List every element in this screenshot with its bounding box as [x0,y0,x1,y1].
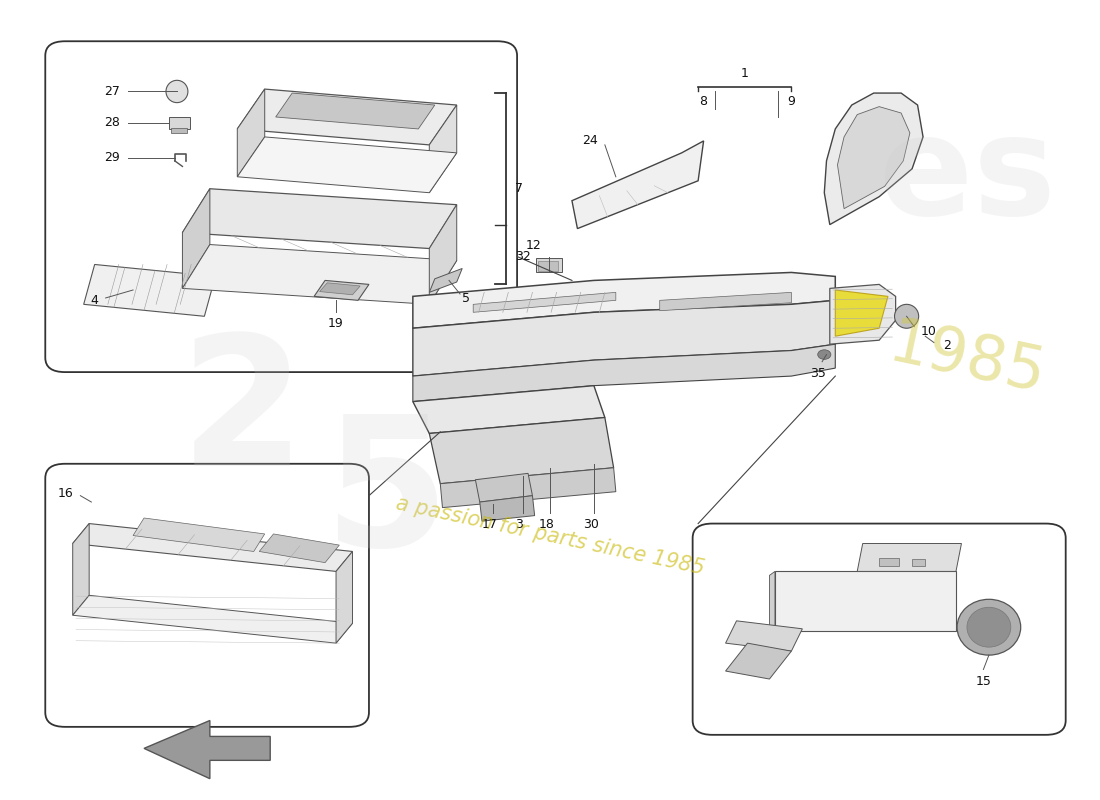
Polygon shape [133,518,265,551]
Polygon shape [429,205,456,304]
Text: 35: 35 [810,366,826,379]
Text: es: es [879,110,1055,244]
Polygon shape [412,386,605,434]
Bar [879,558,899,566]
Polygon shape [412,273,835,328]
Polygon shape [475,474,532,502]
Text: 4: 4 [90,294,98,307]
Ellipse shape [166,80,188,102]
Polygon shape [774,571,956,631]
Ellipse shape [894,304,918,328]
Text: 1985: 1985 [883,314,1050,406]
Polygon shape [183,189,456,249]
Polygon shape [726,621,802,651]
Polygon shape [238,89,265,177]
Polygon shape [336,551,352,643]
Polygon shape [412,344,835,402]
Text: 5: 5 [322,408,448,584]
Text: 7: 7 [515,182,522,195]
Text: 15: 15 [976,675,991,688]
Text: 24: 24 [583,134,598,146]
Polygon shape [73,523,352,571]
Bar [538,262,558,271]
Text: 10: 10 [921,325,937,338]
Polygon shape [412,300,835,376]
Text: 3: 3 [515,518,524,531]
Polygon shape [315,281,368,300]
Polygon shape [320,283,360,294]
Text: 29: 29 [104,151,120,164]
Text: a passion for parts since 1985: a passion for parts since 1985 [394,493,706,578]
Polygon shape [429,418,614,484]
Bar [912,559,925,566]
Polygon shape [440,468,616,508]
Text: 18: 18 [539,518,554,531]
Bar [172,128,187,133]
Polygon shape [260,534,339,562]
Polygon shape [473,292,616,312]
Bar [536,258,562,273]
Polygon shape [276,93,434,129]
Polygon shape [572,141,704,229]
Text: 19: 19 [328,317,344,330]
Text: 16: 16 [58,486,74,500]
Ellipse shape [957,599,1021,655]
Polygon shape [837,106,910,209]
Ellipse shape [967,607,1011,647]
Text: 27: 27 [104,85,120,98]
Polygon shape [238,137,456,193]
Text: 9: 9 [786,95,795,108]
Text: 12: 12 [526,238,541,252]
Text: 32: 32 [515,250,530,263]
Polygon shape [429,269,462,292]
Text: 30: 30 [583,518,598,531]
Text: 17: 17 [482,518,497,531]
Polygon shape [769,571,774,635]
Text: 5: 5 [462,292,470,306]
Polygon shape [73,595,352,643]
Polygon shape [73,523,89,615]
Circle shape [817,350,830,359]
Polygon shape [824,93,923,225]
Text: 28: 28 [104,116,120,129]
Polygon shape [429,105,456,193]
Polygon shape [183,189,210,288]
Text: 1: 1 [740,67,748,80]
Text: 2: 2 [180,328,306,504]
Polygon shape [480,496,535,521]
Text: 2: 2 [943,339,950,352]
Polygon shape [183,245,456,304]
Polygon shape [857,543,961,571]
Polygon shape [660,292,791,310]
Polygon shape [829,285,895,344]
Polygon shape [84,265,216,316]
Polygon shape [238,89,456,145]
Polygon shape [835,290,888,336]
Polygon shape [726,643,791,679]
Polygon shape [144,721,271,778]
Text: 8: 8 [698,95,707,108]
Polygon shape [169,117,190,129]
